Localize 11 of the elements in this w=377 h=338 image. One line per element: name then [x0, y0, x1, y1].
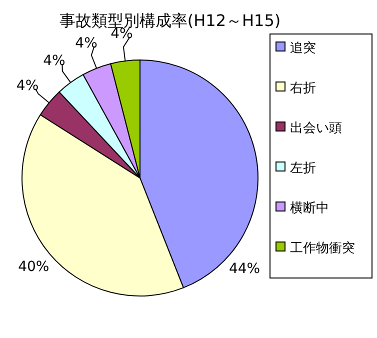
legend-label: 出会い頭	[290, 121, 342, 136]
data-label: 40%	[18, 258, 50, 275]
data-label: 4%	[43, 52, 66, 69]
data-label: 4%	[16, 78, 39, 94]
legend-label: 右折	[290, 81, 316, 96]
data-label: 4%	[75, 35, 98, 52]
legend-label: 工作物衝突	[290, 241, 355, 256]
legend-label: 左折	[290, 161, 316, 176]
legend-label: 追突	[290, 41, 316, 56]
data-label: 44%	[228, 261, 260, 278]
legend-label: 横断中	[290, 201, 329, 216]
